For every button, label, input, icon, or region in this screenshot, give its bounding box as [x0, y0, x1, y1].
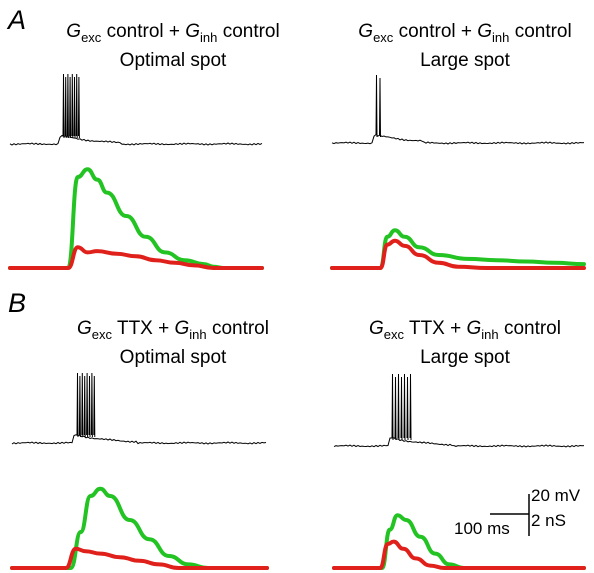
exc-conductance-1: [330, 228, 586, 270]
voltage-trace-1: [331, 74, 585, 145]
scale-time-label: 100 ms: [454, 519, 510, 538]
exc-conductance-2: [10, 486, 269, 570]
scale-voltage-label: 20 mV: [531, 486, 581, 505]
voltage-trace-0: [9, 73, 263, 146]
voltage-trace-3: [333, 373, 585, 448]
inh-conductance-2: [10, 546, 269, 571]
title-a-left: Gexc control + Ginh control Optimal spot: [66, 21, 280, 71]
title-b-right: Gexc TTX + Ginh control Large spot: [369, 318, 561, 368]
inh-conductance-3: [332, 539, 586, 571]
scale-conductance-label: 2 nS: [531, 511, 566, 530]
exc-conductance-0: [8, 167, 264, 270]
inh-conductance-1: [330, 238, 586, 271]
panel-label-b: B: [8, 288, 27, 318]
title-a-right: Gexc control + Ginh control Large spot: [358, 21, 572, 71]
panel-label-a: A: [8, 5, 27, 35]
title-b-left: Gexc TTX + Ginh control Optimal spot: [77, 318, 269, 368]
inh-conductance-0: [8, 245, 264, 270]
voltage-trace-2: [11, 372, 267, 445]
